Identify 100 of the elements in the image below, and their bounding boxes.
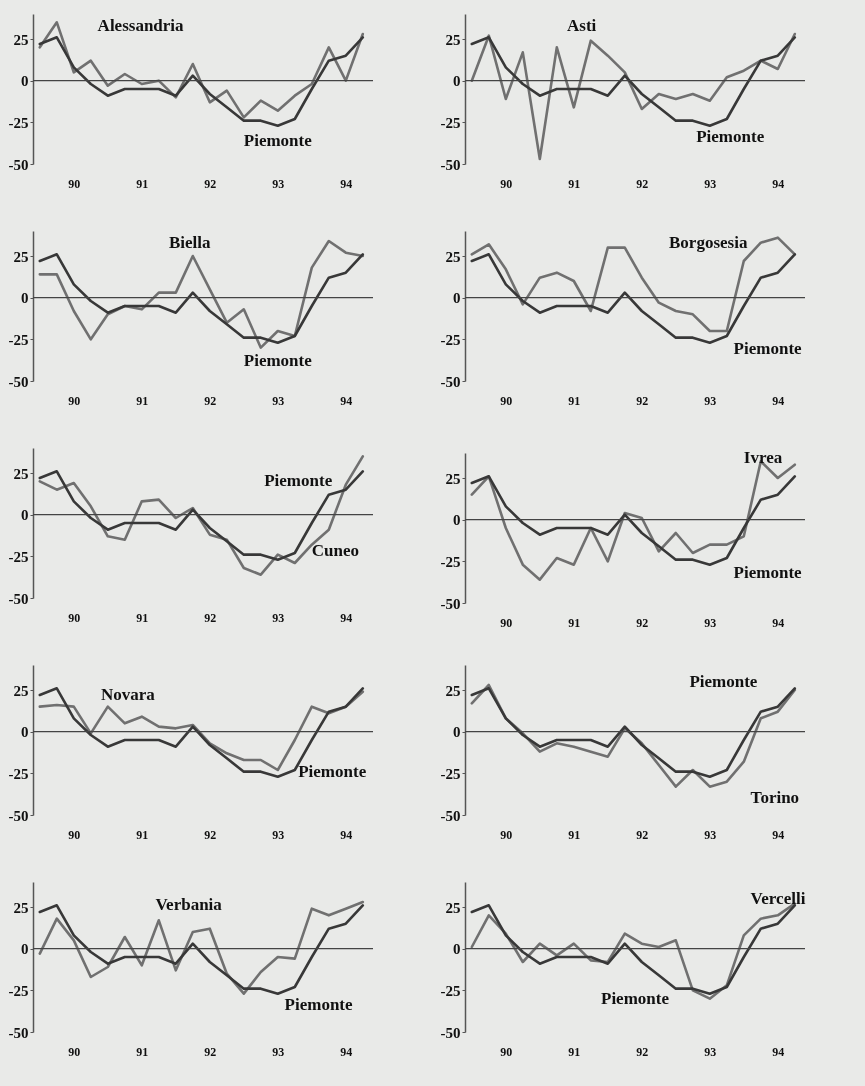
series-label: Alessandria [97,15,185,35]
line-series [470,236,797,333]
series-label: Biella [169,232,212,252]
x-tick-label: 90 [500,615,513,630]
x-tick-label: 94 [340,393,353,408]
series-label: Torino [750,788,800,808]
series-label: Piemonte [696,127,765,147]
y-tick-label: -25 [8,548,29,565]
x-tick-label: 92 [204,827,217,842]
x-tick-label: 92 [636,827,649,842]
y-tick-label: 25 [445,31,461,48]
x-tick-label: 94 [772,827,785,842]
y-tick-label: -50 [440,595,461,612]
y-tick-label: 0 [453,941,461,958]
x-tick-label: 91 [136,827,149,842]
series-label: Piemonte [264,471,333,491]
x-tick-label: 93 [272,393,285,408]
x-tick-label: 91 [136,393,149,408]
x-tick-label: 93 [272,176,285,191]
y-tick-label: 0 [453,73,461,90]
x-tick-label: 93 [704,393,717,408]
series-label: Borgosesia [669,232,748,252]
x-tick-label: 90 [500,827,513,842]
y-tick-label: 25 [13,248,29,265]
y-tick-label: 25 [445,470,461,487]
series-label: Vercelli [750,888,806,908]
x-tick-label: 90 [68,176,81,191]
x-tick-label: 93 [272,1044,285,1059]
y-tick-label: 0 [453,724,461,741]
x-tick-label: 90 [68,1044,81,1059]
x-tick-label: 92 [636,393,649,408]
x-tick-label: 94 [772,1044,785,1059]
y-tick-label: 0 [21,941,29,958]
series-label: Novara [101,685,156,704]
x-tick-label: 91 [136,610,149,625]
x-tick-label: 92 [636,615,649,630]
series-label: Piemonte [733,339,803,359]
x-tick-label: 93 [704,1044,717,1059]
line-series [470,32,797,161]
x-tick-label: 92 [636,1044,649,1059]
y-tick-label: -25 [440,982,461,999]
x-tick-label: 90 [500,393,513,408]
x-tick-label: 93 [272,827,285,842]
y-tick-label: 0 [21,724,29,741]
y-tick-label: -50 [8,807,29,824]
y-tick-label: -50 [440,1024,461,1041]
x-tick-label: 94 [772,393,785,408]
x-tick-label: 90 [68,610,81,625]
series-label: Piemonte [689,671,758,691]
x-tick-label: 93 [704,827,717,842]
y-tick-label: -25 [440,765,461,782]
series-label: Asti [567,15,597,35]
x-tick-label: 91 [568,615,581,630]
y-tick-label: 25 [13,31,29,48]
y-tick-label: -50 [8,156,29,173]
y-tick-label: -25 [8,765,29,782]
y-tick-label: 25 [13,465,29,482]
x-tick-label: 94 [340,176,353,191]
series-label: Cuneo [311,541,360,561]
y-tick-label: 25 [445,682,461,699]
series-label: Piemonte [243,130,313,150]
x-tick-label: 93 [704,615,717,630]
y-tick-label: -25 [8,331,29,348]
x-tick-label: 92 [204,176,217,191]
series-label: Verbania [155,895,223,915]
y-tick-label: 0 [21,507,29,524]
x-tick-label: 94 [340,1044,353,1059]
x-tick-label: 91 [568,176,581,191]
x-tick-label: 90 [500,176,513,191]
x-tick-label: 90 [68,393,81,408]
x-tick-label: 94 [340,827,353,842]
y-tick-label: -50 [440,807,461,824]
y-tick-label: -25 [440,331,461,348]
y-tick-label: -25 [8,982,29,999]
y-tick-label: -50 [8,590,29,607]
y-tick-label: -50 [440,373,461,390]
series-label: Piemonte [601,988,670,1008]
y-tick-label: 25 [13,899,29,916]
y-tick-label: -50 [8,373,29,390]
series-label: Piemonte [243,351,313,370]
series-label: Piemonte [284,995,354,1015]
y-tick-label: 25 [445,899,461,916]
x-tick-label: 91 [568,393,581,408]
x-tick-label: 94 [340,610,353,625]
x-tick-label: 91 [568,827,581,842]
y-tick-label: 25 [13,682,29,699]
x-tick-label: 93 [704,176,717,191]
y-tick-label: 25 [445,248,461,265]
y-tick-label: -25 [8,114,29,131]
series-label: Ivrea [743,448,783,467]
x-tick-label: 91 [136,176,149,191]
y-tick-label: 0 [453,512,461,529]
x-tick-label: 91 [568,1044,581,1059]
series-label: Piemonte [733,563,803,582]
x-tick-label: 91 [136,1044,149,1059]
y-tick-label: 0 [453,290,461,307]
y-tick-label: -25 [440,114,461,131]
y-tick-label: -25 [440,553,461,570]
x-tick-label: 90 [500,1044,513,1059]
x-tick-label: 94 [772,615,785,630]
